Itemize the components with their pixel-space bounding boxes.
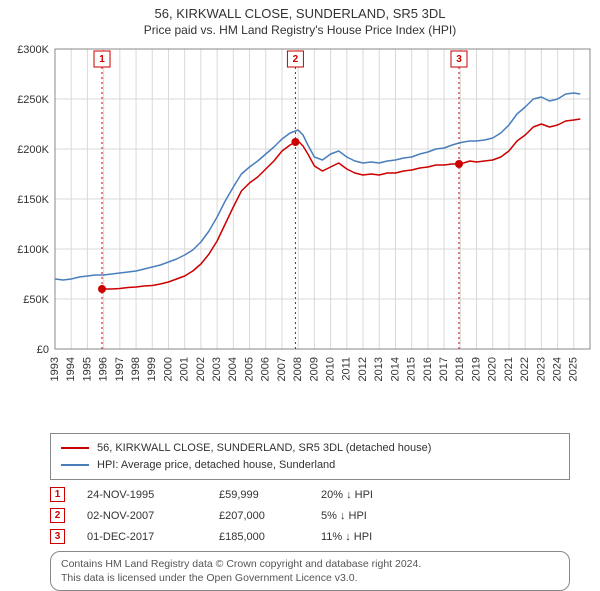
svg-text:1999: 1999 xyxy=(146,357,158,381)
chart-container: £0 £50K £100K £150K £200K £250K £300K 1993 1994 1… xyxy=(0,39,600,429)
svg-text:2007: 2007 xyxy=(276,357,288,381)
svg-text:2: 2 xyxy=(293,54,299,65)
svg-text:£0: £0 xyxy=(37,344,49,356)
chart-title-block: 56, KIRKWALL CLOSE, SUNDERLAND, SR5 3DL … xyxy=(0,0,600,39)
svg-text:1995: 1995 xyxy=(81,357,93,381)
event-date: 01-DEC-2017 xyxy=(87,531,197,543)
event-date: 02-NOV-2007 xyxy=(87,510,197,522)
svg-text:2010: 2010 xyxy=(325,357,337,381)
svg-text:2008: 2008 xyxy=(292,357,304,381)
svg-text:£250K: £250K xyxy=(17,94,49,106)
legend-swatch-hpi xyxy=(61,464,89,466)
svg-text:1998: 1998 xyxy=(130,357,142,381)
svg-text:2018: 2018 xyxy=(454,357,466,381)
svg-text:2019: 2019 xyxy=(470,357,482,381)
svg-text:2011: 2011 xyxy=(341,357,353,381)
title-line1: 56, KIRKWALL CLOSE, SUNDERLAND, SR5 3DL xyxy=(8,6,592,21)
event-price: £207,000 xyxy=(219,510,299,522)
svg-text:£200K: £200K xyxy=(17,144,49,156)
svg-text:2003: 2003 xyxy=(211,357,223,381)
legend-label-hpi: HPI: Average price, detached house, Sund… xyxy=(97,457,335,474)
event-row: 3 01-DEC-2017 £185,000 11% ↓ HPI xyxy=(50,526,570,547)
event-marker-num: 3 xyxy=(50,529,65,544)
svg-text:2005: 2005 xyxy=(243,357,255,381)
price-chart: £0 £50K £100K £150K £200K £250K £300K 1993 1994 1… xyxy=(0,39,600,429)
event-price: £185,000 xyxy=(219,531,299,543)
svg-text:2021: 2021 xyxy=(503,357,515,381)
svg-text:2022: 2022 xyxy=(519,357,531,381)
svg-text:2004: 2004 xyxy=(227,357,239,381)
svg-text:£100K: £100K xyxy=(17,244,49,256)
svg-text:2009: 2009 xyxy=(308,357,320,381)
svg-text:£50K: £50K xyxy=(23,294,49,306)
svg-text:2001: 2001 xyxy=(179,357,191,381)
legend-label-property: 56, KIRKWALL CLOSE, SUNDERLAND, SR5 3DL … xyxy=(97,440,431,457)
svg-text:2014: 2014 xyxy=(389,357,401,381)
svg-text:2025: 2025 xyxy=(568,357,580,381)
svg-text:3: 3 xyxy=(456,54,462,65)
svg-text:£300K: £300K xyxy=(17,44,49,56)
svg-text:2000: 2000 xyxy=(162,357,174,381)
footer-line2: This data is licensed under the Open Gov… xyxy=(61,571,559,585)
event-diff: 11% ↓ HPI xyxy=(321,531,570,543)
event-diff: 5% ↓ HPI xyxy=(321,510,570,522)
svg-text:2023: 2023 xyxy=(535,357,547,381)
event-date: 24-NOV-1995 xyxy=(87,489,197,501)
event-price: £59,999 xyxy=(219,489,299,501)
svg-text:2015: 2015 xyxy=(406,357,418,381)
svg-text:1993: 1993 xyxy=(49,357,61,381)
svg-text:1996: 1996 xyxy=(98,357,110,381)
events-table: 1 24-NOV-1995 £59,999 20% ↓ HPI 2 02-NOV-2007… xyxy=(50,484,570,547)
svg-text:2012: 2012 xyxy=(357,357,369,381)
svg-text:1: 1 xyxy=(99,54,105,65)
svg-text:2024: 2024 xyxy=(551,357,563,381)
svg-text:1997: 1997 xyxy=(114,357,126,381)
svg-text:1994: 1994 xyxy=(65,357,77,381)
legend-row-property: 56, KIRKWALL CLOSE, SUNDERLAND, SR5 3DL … xyxy=(61,440,559,457)
svg-text:2017: 2017 xyxy=(438,357,450,381)
event-diff: 20% ↓ HPI xyxy=(321,489,570,501)
attribution-footer: Contains HM Land Registry data © Crown c… xyxy=(50,551,570,591)
event-row: 2 02-NOV-2007 £207,000 5% ↓ HPI xyxy=(50,505,570,526)
title-line2: Price paid vs. HM Land Registry's House … xyxy=(8,23,592,37)
legend: 56, KIRKWALL CLOSE, SUNDERLAND, SR5 3DL … xyxy=(50,433,570,480)
event-marker-num: 1 xyxy=(50,487,65,502)
svg-text:2006: 2006 xyxy=(260,357,272,381)
event-row: 1 24-NOV-1995 £59,999 20% ↓ HPI xyxy=(50,484,570,505)
footer-line1: Contains HM Land Registry data © Crown c… xyxy=(61,557,559,571)
svg-text:2013: 2013 xyxy=(373,357,385,381)
svg-text:2002: 2002 xyxy=(195,357,207,381)
svg-text:2020: 2020 xyxy=(487,357,499,381)
svg-text:£150K: £150K xyxy=(17,194,49,206)
event-marker-num: 2 xyxy=(50,508,65,523)
legend-row-hpi: HPI: Average price, detached house, Sund… xyxy=(61,457,559,474)
svg-text:2016: 2016 xyxy=(422,357,434,381)
legend-swatch-property xyxy=(61,447,89,449)
